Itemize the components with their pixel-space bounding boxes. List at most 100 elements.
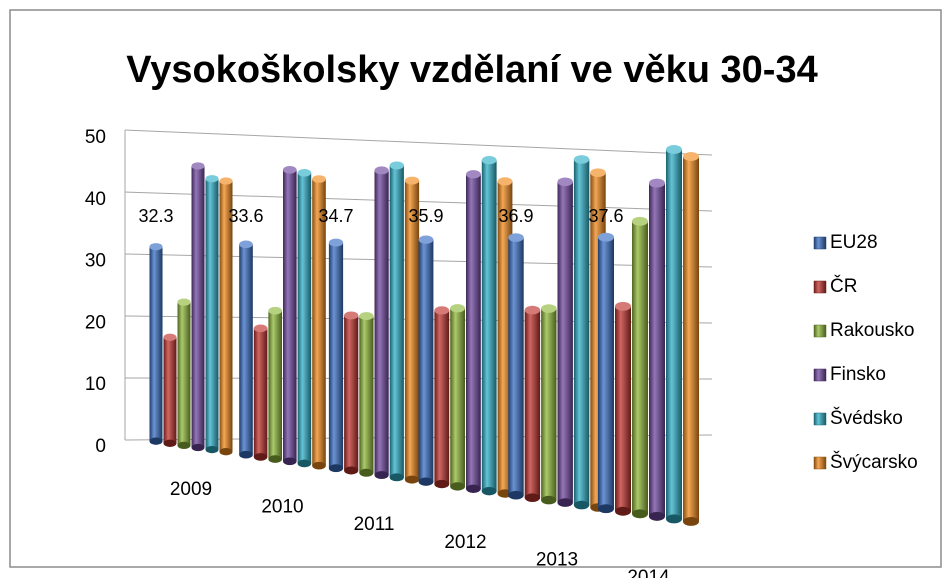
bar-cap xyxy=(466,170,481,179)
bar-cap xyxy=(389,161,404,170)
legend-label: Švýcarsko xyxy=(830,451,918,473)
bar-cap xyxy=(615,301,631,311)
grid-line xyxy=(124,129,713,156)
bar xyxy=(598,237,614,509)
bar-base xyxy=(632,509,648,519)
bar-base xyxy=(508,490,524,500)
bar xyxy=(359,316,374,473)
bar xyxy=(418,239,434,482)
data-label: 37.6 xyxy=(588,206,623,226)
bar-cap xyxy=(404,176,420,185)
bar-cap xyxy=(573,155,590,164)
y-tick-label: 0 xyxy=(95,436,106,457)
bar xyxy=(404,180,420,480)
bar-cap xyxy=(683,152,699,161)
bar-base xyxy=(573,500,590,510)
y-tick-label: 50 xyxy=(85,127,106,148)
bar xyxy=(481,160,497,492)
bar-base xyxy=(163,439,177,447)
legend-label: Rakousko xyxy=(830,320,915,341)
bar-base xyxy=(239,450,253,459)
bar-cap xyxy=(557,177,573,187)
bar-cap xyxy=(344,311,359,320)
bar-base xyxy=(374,471,389,480)
bar-base xyxy=(404,475,420,484)
bar xyxy=(615,306,631,512)
bar xyxy=(374,170,389,476)
bar xyxy=(163,337,177,444)
bar xyxy=(389,165,404,478)
bar-cap xyxy=(163,333,177,341)
bar xyxy=(177,302,191,446)
bar xyxy=(508,237,524,496)
bar-cap xyxy=(497,177,513,186)
bar xyxy=(283,169,297,462)
bar-cap xyxy=(283,165,297,174)
bar-cap xyxy=(481,156,497,165)
x-tick-label: 2012 xyxy=(444,532,486,553)
bar-base xyxy=(283,457,297,466)
bar-base xyxy=(649,511,665,521)
bar-base xyxy=(177,441,191,450)
bar-cap xyxy=(590,168,606,178)
bar xyxy=(541,308,557,501)
bar-cap xyxy=(253,324,268,333)
bar xyxy=(328,242,344,469)
x-tick-label: 2009 xyxy=(170,479,212,500)
bar-cap xyxy=(434,306,450,315)
bar-base xyxy=(205,445,219,454)
bar xyxy=(149,246,163,442)
legend-label: Finsko xyxy=(830,364,886,385)
data-label: 33.6 xyxy=(228,206,263,226)
bar-base xyxy=(450,482,465,491)
x-tick-label: 2011 xyxy=(354,514,395,535)
bar xyxy=(312,179,326,466)
bar xyxy=(649,183,665,517)
bar-cap xyxy=(632,216,648,226)
data-label: 32.3 xyxy=(138,206,173,226)
bar-cap xyxy=(374,166,389,175)
bar-base xyxy=(219,448,233,456)
legend-label: ČR xyxy=(830,275,857,297)
bar xyxy=(666,149,682,519)
bar xyxy=(466,174,481,489)
bar-cap xyxy=(328,238,344,247)
bar-base xyxy=(312,461,326,470)
bar xyxy=(268,310,282,460)
bar-cap xyxy=(205,175,219,183)
bar xyxy=(573,159,590,506)
data-label: 34.7 xyxy=(318,206,353,226)
bar-base xyxy=(598,504,614,514)
y-tick-label: 20 xyxy=(85,312,106,333)
x-tick-label: 2014 xyxy=(627,567,670,578)
bar-base xyxy=(268,455,283,463)
bar-base xyxy=(389,473,404,482)
bar-base xyxy=(615,506,631,516)
bar-base xyxy=(149,437,163,445)
bar-cap xyxy=(418,235,434,244)
bar-base xyxy=(359,468,374,477)
bar-cap xyxy=(649,178,665,188)
data-label: 35.9 xyxy=(408,206,443,226)
bar-cap xyxy=(359,312,374,321)
bar-cap xyxy=(541,304,557,313)
bar-cap xyxy=(297,168,312,177)
legend-swatch xyxy=(813,280,827,294)
bar-base xyxy=(683,516,699,526)
y-tick-label: 40 xyxy=(85,189,106,210)
bar-cap xyxy=(177,298,191,306)
legend-swatch xyxy=(813,236,827,250)
bar xyxy=(450,308,465,487)
bar xyxy=(297,172,312,464)
bar xyxy=(632,221,648,514)
bar xyxy=(253,328,268,457)
bar-cap xyxy=(239,240,253,249)
chart-title: Vysokoškolsky vzdělaní ve věku 30-34 xyxy=(126,49,817,91)
bar-cap xyxy=(219,177,233,185)
bar-cap xyxy=(149,243,163,251)
bar-base xyxy=(524,493,541,502)
y-tick-label: 10 xyxy=(85,374,106,395)
legend-label: Švédsko xyxy=(830,407,903,429)
bar-cap xyxy=(508,233,524,242)
